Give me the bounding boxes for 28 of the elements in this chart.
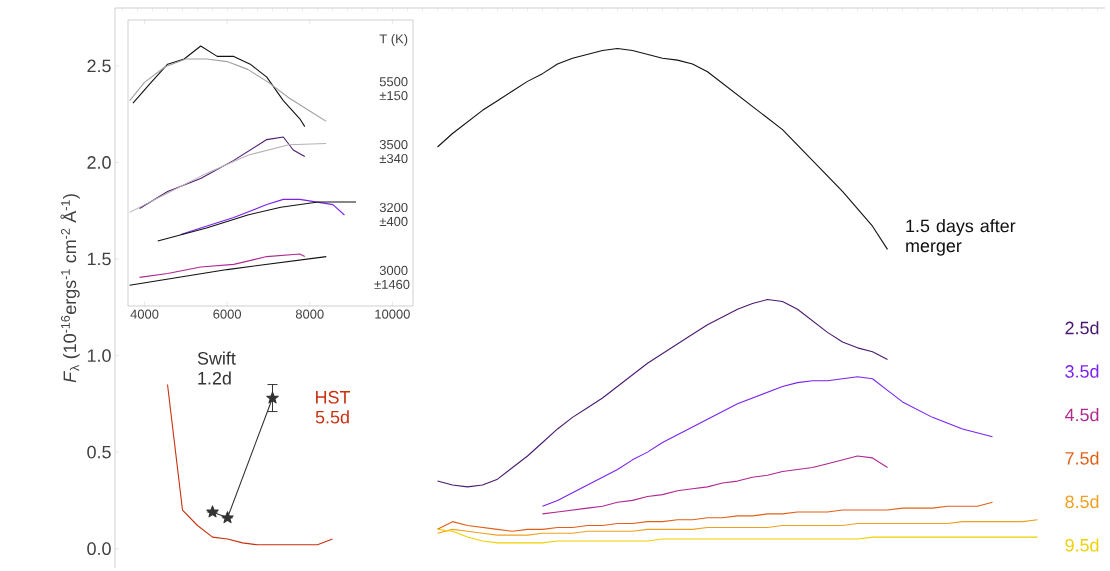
y-tick-label: 2.0 <box>87 156 111 169</box>
x-tick-label: 10000 <box>375 309 410 319</box>
y-tick-label: 1.0 <box>87 349 111 362</box>
y-tick-label: 1.5 <box>87 252 111 266</box>
text: 2.5d <box>1065 321 1099 335</box>
y-tick-label: 0.0 <box>87 542 111 556</box>
text: HST 5.5d <box>315 390 351 424</box>
text: 3.5d <box>1065 364 1099 378</box>
text: 3000 ±1460 <box>374 265 410 289</box>
x-tick-label: 6000 <box>213 309 242 319</box>
x-tick-label: 4000 <box>130 309 159 319</box>
point <box>206 505 219 518</box>
text: 4.5d <box>1064 408 1099 422</box>
text: 3500 ±340 <box>379 139 408 164</box>
point <box>221 511 234 524</box>
y-tick-label: 0.5 <box>87 445 111 459</box>
series-label: 9.5d <box>1065 538 1099 552</box>
series-label: 1.5 days after merger <box>906 219 1016 256</box>
series-label: Swift 1.2d <box>197 351 236 385</box>
series-label: 8.5d <box>1065 494 1099 509</box>
text: F$_{λ}$ (10$^{-16}$ergs$^{-1}$ cm$^{-2}$ Å$^{-1}$) <box>60 194 80 383</box>
annotation: T (K) <box>379 33 408 47</box>
point <box>266 391 279 404</box>
y-tick-label: 2.5 <box>87 59 111 73</box>
x-tick-label: 8000 <box>295 309 324 319</box>
series-label: 3200 ±400 <box>379 202 408 227</box>
text: 5500 ±150 <box>379 77 408 101</box>
text: 7.5d <box>1065 451 1099 465</box>
